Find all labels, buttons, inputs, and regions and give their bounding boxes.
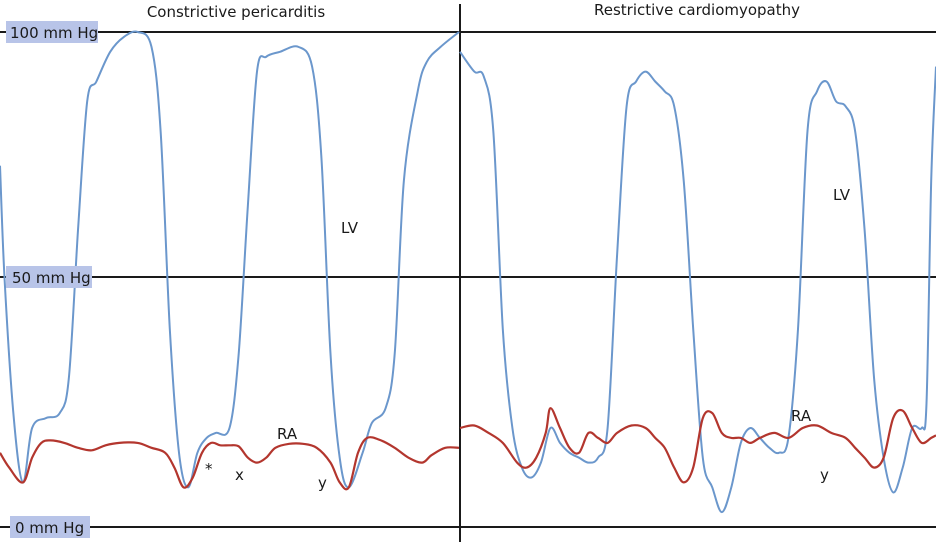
ytick-label-50: 50 mm Hg	[12, 269, 91, 287]
label-y-right: y	[820, 466, 829, 484]
lv-trace-panel-1	[0, 30, 460, 489]
label-y-left: y	[318, 474, 327, 492]
ytick-label-100: 100 mm Hg	[10, 24, 98, 42]
ytick-bg-100	[6, 21, 98, 43]
series-layer	[0, 30, 936, 514]
panel-title-left: Constrictive pericarditis	[147, 3, 326, 21]
label-lv-left: LV	[341, 219, 359, 237]
label-x: x	[235, 466, 244, 484]
label-ra-left: RA	[277, 425, 298, 443]
label-asterisk: *	[205, 460, 213, 478]
ytick-label-0: 0 mm Hg	[15, 519, 84, 537]
lv-trace-panel-2	[459, 51, 936, 514]
ytick-bg-0	[10, 516, 90, 538]
label-lv-right: LV	[833, 186, 851, 204]
ra-trace-panel-2	[459, 407, 936, 484]
ytick-bg-50	[6, 266, 92, 288]
ra-trace-panel-1	[0, 436, 460, 491]
panel-title-right: Restrictive cardiomyopathy	[594, 1, 800, 19]
label-ra-right: RA	[791, 407, 812, 425]
